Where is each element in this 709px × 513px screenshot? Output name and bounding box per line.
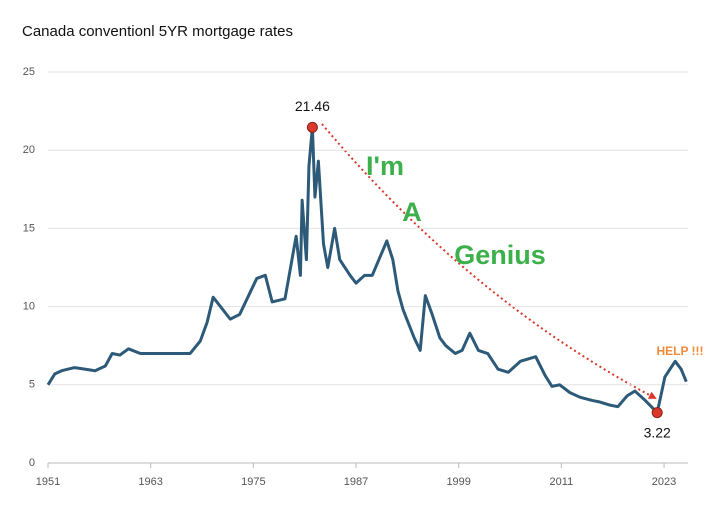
line (46, 125, 688, 415)
y-tick-label: 10 (23, 301, 35, 313)
chart-title: Canada conventionl 5YR mortgage rates (22, 23, 293, 40)
x-tick-label: 1963 (138, 476, 162, 488)
arrow (321, 123, 657, 399)
annotation: Genius (454, 240, 546, 270)
annotation: HELP !!! (656, 344, 703, 358)
highlight-point (651, 407, 663, 419)
highlight-point (306, 121, 318, 133)
x-tick-label: 2011 (550, 476, 574, 488)
x-tick-label: 1951 (36, 476, 60, 488)
x-tick-label: 2023 (652, 476, 676, 488)
x-tick-label: 1987 (344, 476, 368, 488)
y-tick-label: 15 (23, 222, 35, 234)
x-tick-label: 1999 (446, 476, 470, 488)
y-tick-label: 5 (29, 379, 35, 391)
data-label: 21.46 (295, 98, 330, 114)
y-tick-label: 0 (29, 457, 35, 469)
x-tick-label: 1975 (241, 476, 265, 488)
annotation: A (402, 197, 422, 227)
y-tick-label: 20 (23, 144, 35, 156)
data-label: 3.22 (644, 424, 671, 440)
annotation: I'm (366, 151, 404, 181)
y-tick-label: 25 (23, 66, 35, 78)
